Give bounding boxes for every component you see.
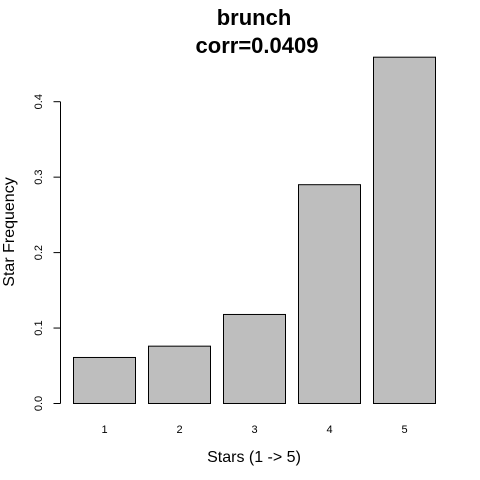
- bar-group: [73, 56, 436, 404]
- x-axis-label: Stars (1 -> 5): [207, 449, 301, 466]
- bar-2: [148, 345, 211, 404]
- chart-title: brunch: [217, 5, 292, 30]
- x-tick-label: 1: [101, 424, 107, 436]
- x-tick-label: 5: [401, 424, 407, 436]
- y-tick-label: 0.2: [33, 245, 45, 260]
- y-tick-label: 0.0: [33, 396, 45, 411]
- x-tick-label: 2: [176, 424, 182, 436]
- y-tick-label: 0.1: [33, 320, 45, 335]
- x-tick-label: 3: [251, 424, 257, 436]
- y-tick-label: 0.4: [33, 94, 45, 109]
- y-axis: 0.0 0.1 0.2 0.3 0.4: [33, 94, 61, 411]
- bar-3: [223, 313, 286, 404]
- x-tick-labels: 1 2 3 4 5: [101, 424, 407, 436]
- y-axis-label: Star Frequency: [1, 177, 18, 286]
- bar-1: [73, 356, 136, 404]
- bar-5: [373, 56, 436, 404]
- chart-subtitle: corr=0.0409: [196, 33, 319, 58]
- y-tick-label: 0.3: [33, 170, 45, 185]
- x-tick-label: 4: [326, 424, 332, 436]
- bar-4: [298, 184, 361, 404]
